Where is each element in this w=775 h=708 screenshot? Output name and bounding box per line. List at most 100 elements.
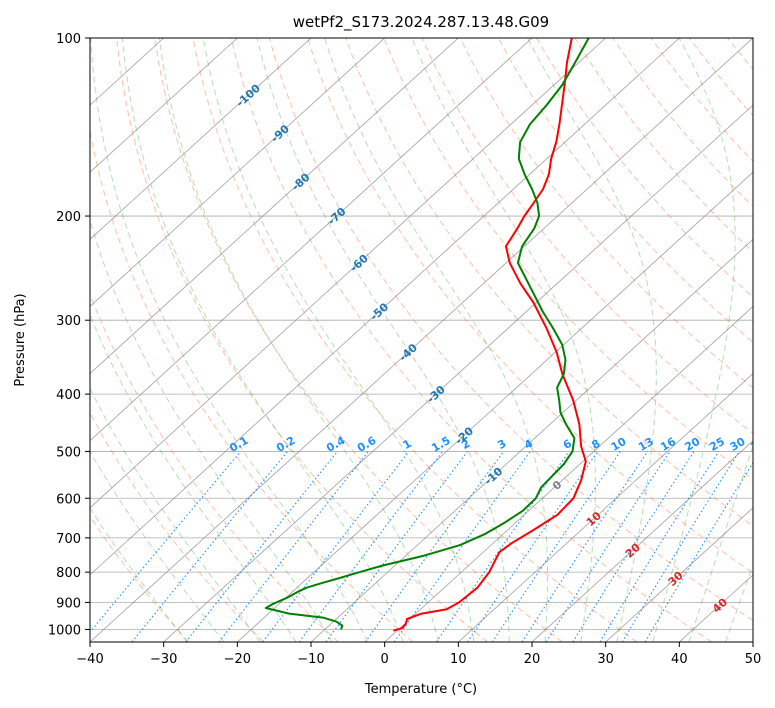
mixing-ratio-label: 16	[658, 435, 678, 454]
dewpoint-profile	[264, 38, 590, 630]
y-tick-label: 600	[56, 492, 81, 507]
dry-adiabat	[688, 38, 753, 117]
mixing-ratio-line	[545, 451, 671, 642]
isotherm	[90, 38, 753, 642]
background-lines	[90, 38, 775, 642]
dry-adiabat	[90, 515, 190, 642]
moist-adiabat	[652, 38, 736, 642]
mixing-ratio-label: 36	[748, 435, 768, 454]
dry-adiabat	[766, 38, 775, 642]
dry-adiabat	[230, 38, 712, 642]
isotherm	[605, 507, 753, 642]
mixing-ratio-label: 25	[707, 435, 727, 454]
moist-adiabat	[762, 38, 775, 642]
mixing-ratio-label: 3	[495, 437, 508, 452]
moist-adiabat	[256, 38, 510, 642]
dry-adiabat	[116, 38, 488, 642]
dry-adiabat	[650, 38, 753, 162]
x-tick-label: 20	[524, 652, 541, 667]
isotherm	[752, 641, 753, 642]
mixing-ratio-label: 30	[728, 435, 748, 454]
y-tick-label: 300	[56, 314, 81, 329]
x-tick-label: 50	[745, 652, 762, 667]
isotherm	[458, 373, 753, 642]
dry-adiabat	[154, 38, 563, 642]
isotherm	[531, 440, 753, 642]
y-tick-label: 100	[56, 32, 81, 47]
dry-adiabat	[345, 38, 753, 527]
isotherm	[90, 38, 533, 442]
moist-adiabat	[90, 38, 369, 642]
mixing-ratio-line	[572, 451, 695, 642]
isotherm	[310, 238, 753, 642]
moist-adiabat	[688, 444, 753, 642]
isotherm	[237, 171, 753, 642]
y-tick-label: 200	[56, 210, 81, 225]
dry-adiabat	[307, 38, 753, 574]
mixing-ratio-line	[491, 451, 621, 642]
mixing-ratio-line	[467, 451, 599, 642]
moist-adiabat	[90, 507, 188, 642]
y-tick-label: 400	[56, 388, 81, 403]
mixing-ratio-label: 10	[609, 435, 629, 454]
mixing-ratio-line	[298, 451, 444, 642]
moist-adiabat	[411, 38, 596, 642]
mixing-ratio-line	[185, 451, 339, 642]
mixing-ratio-line	[621, 451, 740, 642]
y-tick-label: 1000	[48, 623, 81, 638]
x-tick-label: 0	[381, 652, 389, 667]
x-tick-label: 10	[450, 652, 467, 667]
mixing-ratio-line	[364, 451, 505, 642]
mixing-ratio-line	[325, 451, 468, 642]
dry-adiabat	[727, 38, 753, 71]
mixing-ratio-line	[262, 451, 410, 642]
moist-adiabat	[90, 387, 261, 642]
moist-adiabat	[121, 38, 404, 642]
dry-adiabat	[90, 128, 414, 642]
dry-adiabat	[268, 38, 753, 622]
isotherm	[90, 38, 680, 576]
moist-adiabat	[202, 38, 475, 642]
x-tick-label: −30	[150, 652, 177, 667]
y-tick-label: 700	[56, 532, 81, 547]
isotherm	[384, 305, 753, 642]
x-tick-label: −20	[224, 652, 251, 667]
mixing-ratio-line	[435, 451, 570, 642]
y-tick-label: 900	[56, 596, 81, 611]
moist-adiabat	[90, 313, 297, 642]
isotherm	[90, 38, 312, 240]
mixing-ratio-line	[90, 451, 242, 633]
mixing-ratio-line	[131, 451, 289, 642]
axes: −40 −30 −20 −10 0 10 20 30 40 50 100 200 300 400 500 60…	[48, 32, 761, 667]
isotherm	[90, 38, 238, 173]
x-tick-label: 30	[597, 652, 614, 667]
isotherm	[90, 38, 459, 375]
x-tick-label: −40	[76, 652, 103, 667]
mixing-ratio-line	[599, 451, 720, 642]
y-tick-label: 800	[56, 566, 81, 581]
moist-adiabat	[90, 218, 333, 642]
y-tick-label: 500	[56, 445, 81, 460]
isotherm	[163, 104, 753, 642]
moist-adiabat	[158, 38, 439, 642]
dry-adiabat	[421, 38, 753, 435]
dry-adiabat	[192, 38, 638, 642]
x-tick-label: 40	[671, 652, 688, 667]
dry-adiabat	[574, 38, 753, 253]
profile-series	[264, 38, 590, 632]
isotherm	[90, 38, 606, 509]
mixing-ratio-label: 1	[401, 437, 414, 452]
chart-title: wetPf2_S173.2024.287.13.48.G09	[293, 13, 549, 32]
moist-adiabat	[725, 563, 753, 642]
y-axis-label: Pressure (hPa)	[13, 293, 28, 386]
x-tick-label: −10	[297, 652, 324, 667]
mixing-ratio-line	[521, 451, 649, 642]
plot-frame	[89, 37, 754, 643]
x-axis-label: Temperature (°C)	[364, 682, 477, 697]
mixing-ratio-label: 8	[589, 437, 602, 452]
isotherm	[90, 38, 385, 307]
temperature-profile	[393, 38, 587, 632]
dry-adiabat	[90, 411, 264, 642]
moist-adiabat	[90, 450, 225, 642]
